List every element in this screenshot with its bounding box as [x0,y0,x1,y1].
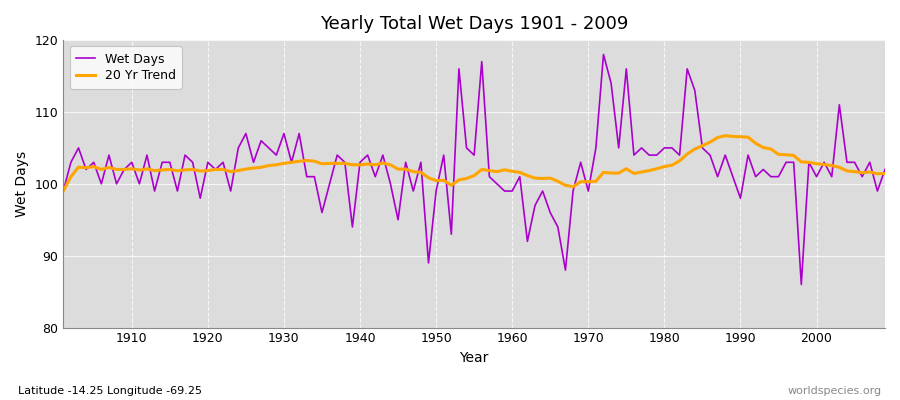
20 Yr Trend [879,171,890,176]
Text: worldspecies.org: worldspecies.org [788,386,882,396]
Wet Days [598,52,609,57]
Wet Days [58,189,68,194]
Wet Days [879,167,890,172]
Y-axis label: Wet Days: Wet Days [15,151,29,217]
20 Yr Trend [58,189,68,194]
20 Yr Trend [598,170,609,175]
Line: 20 Yr Trend: 20 Yr Trend [63,136,885,191]
Legend: Wet Days, 20 Yr Trend: Wet Days, 20 Yr Trend [69,46,182,89]
Wet Days [606,81,616,86]
20 Yr Trend [119,167,130,172]
20 Yr Trend [720,133,731,138]
Wet Days [332,153,343,158]
Wet Days [286,160,297,165]
Wet Days [507,189,517,194]
Line: Wet Days: Wet Days [63,54,885,284]
Wet Days [119,167,130,172]
20 Yr Trend [507,169,517,174]
Wet Days [796,282,806,287]
Wet Days [500,189,510,194]
Text: Latitude -14.25 Longitude -69.25: Latitude -14.25 Longitude -69.25 [18,386,202,396]
20 Yr Trend [286,160,297,165]
X-axis label: Year: Year [460,351,489,365]
20 Yr Trend [500,168,510,172]
20 Yr Trend [332,161,343,166]
Title: Yearly Total Wet Days 1901 - 2009: Yearly Total Wet Days 1901 - 2009 [320,15,628,33]
